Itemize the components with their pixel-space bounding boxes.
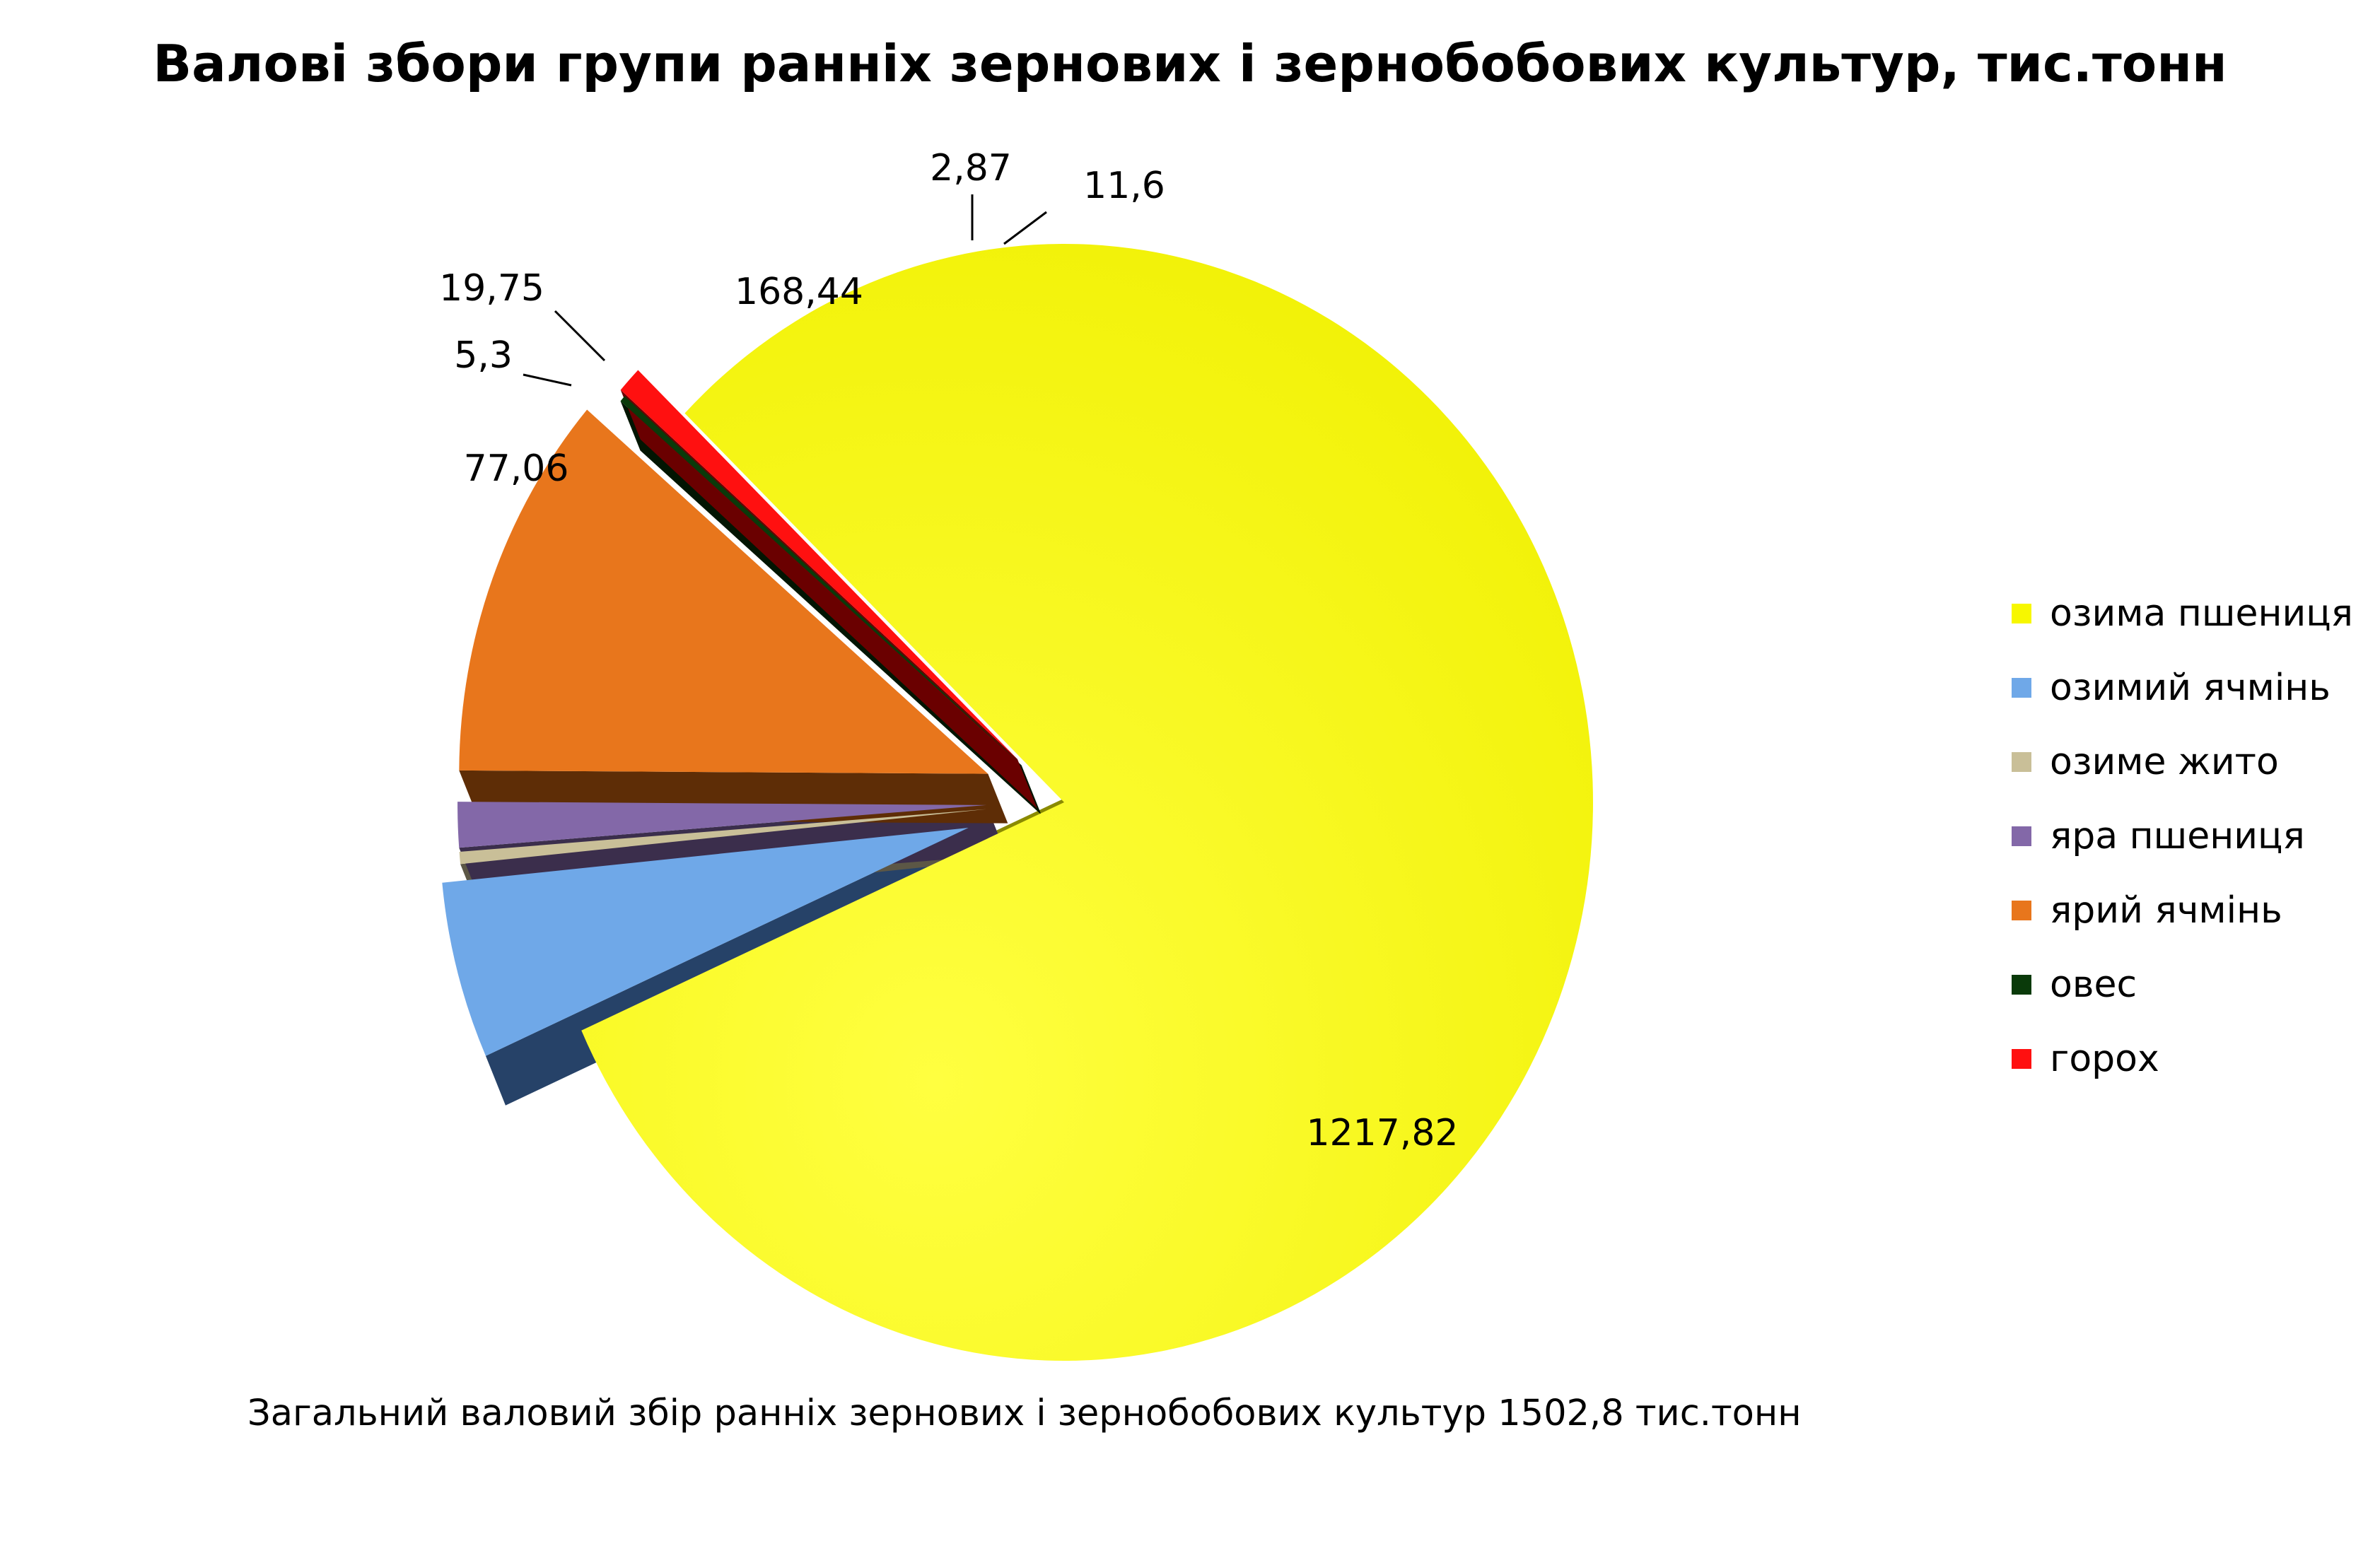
legend-item-3: яра пшениця [2012,799,2353,873]
legend-label-4: ярий ячмінь [2050,889,2282,932]
pie-slice-3 [457,802,987,848]
data-label-4: 168,44 [735,271,863,313]
pie-slice-2 [459,809,987,865]
pie-slice-4 [459,409,988,774]
chart-footer-note: Загальний валовий збір ранніх зернових і… [247,1393,1802,1434]
legend-item-0: озима пшениця [2012,576,2353,650]
leader-line-3 [554,310,606,362]
legend-item-6: горох [2012,1021,2353,1096]
legend-swatch-3 [2012,826,2031,846]
data-label-6: 11,6 [1083,165,1165,207]
legend-swatch-5 [2012,974,2031,995]
legend-swatch-4 [2012,900,2031,920]
leader-line-2 [523,373,572,387]
legend-label-0: озима пшениця [2050,592,2353,635]
legend-item-4: ярий ячмінь [2012,873,2353,947]
legend-swatch-2 [2012,751,2031,772]
legend-label-6: горох [2050,1037,2159,1080]
data-label-0: 1217,82 [1306,1112,1458,1154]
legend: озима пшениця озимий ячмінь озиме жито яра … [2012,576,2353,1096]
legend-label-5: овес [2050,963,2137,1006]
legend-item-1: озимий ячмінь [2012,650,2353,725]
legend-label-3: яра пшениця [2050,814,2305,857]
pie-slice-0 [581,244,1593,1361]
legend-item-5: овес [2012,947,2353,1021]
legend-label-1: озимий ячмінь [2050,666,2331,709]
legend-swatch-0 [2012,603,2031,623]
pie-slice-6 [620,370,1017,759]
data-label-5: 2,87 [930,147,1012,189]
legend-swatch-1 [2012,677,2031,698]
legend-label-2: озиме жито [2050,740,2279,783]
pie-slice-5 [620,396,1022,766]
pie-slice-1 [442,827,969,1056]
legend-swatch-6 [2012,1048,2031,1069]
leader-line-6 [1003,211,1047,245]
data-label-2: 5,3 [454,334,513,377]
chart-title: Валові збори групи ранніх зернових і зер… [153,34,2227,93]
legend-item-2: озиме жито [2012,725,2353,799]
data-label-1: 77,06 [464,447,569,490]
data-label-3: 19,75 [439,267,544,310]
